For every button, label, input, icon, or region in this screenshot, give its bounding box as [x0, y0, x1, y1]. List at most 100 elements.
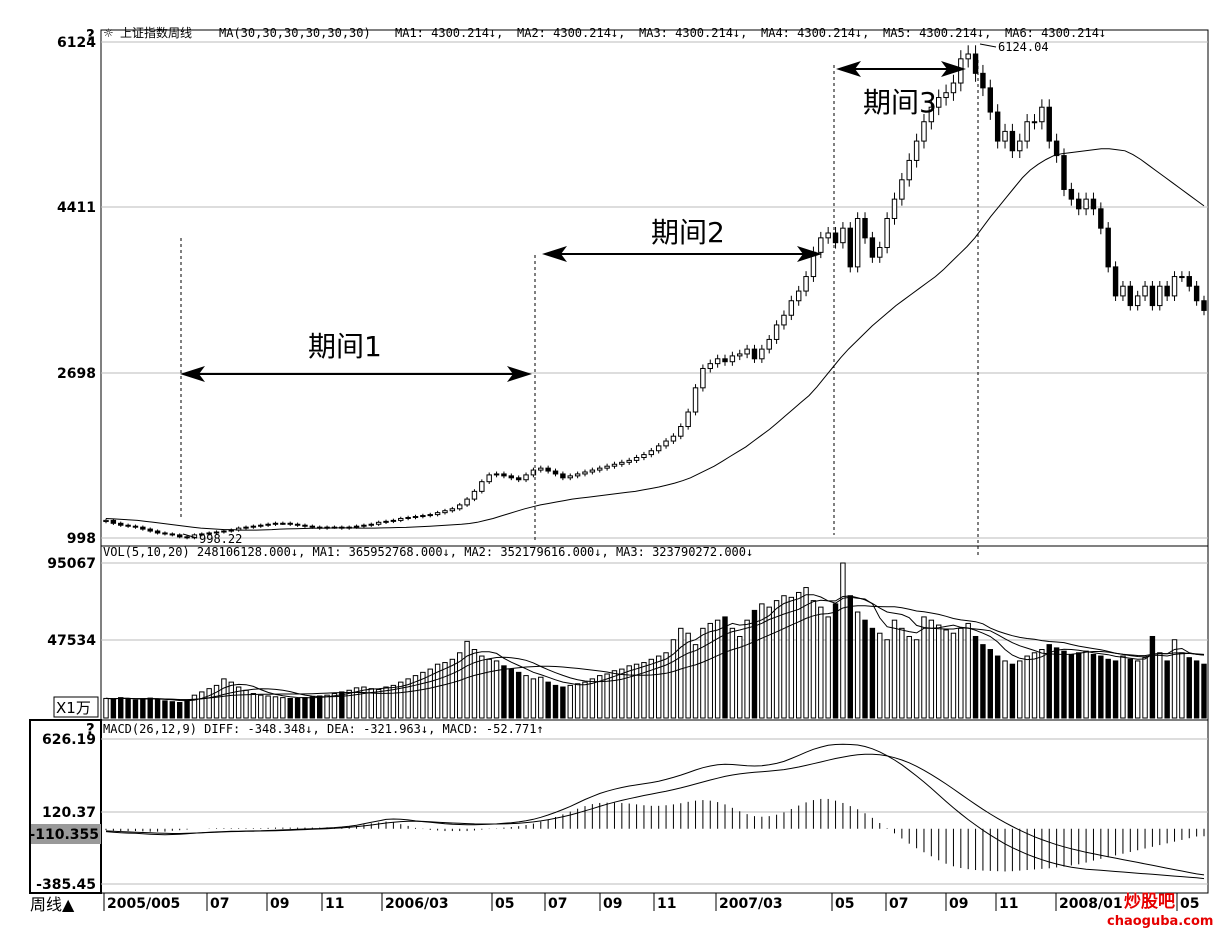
- volume-bar: [515, 671, 522, 719]
- candle-body: [184, 536, 190, 539]
- volume-bar: [191, 694, 198, 719]
- ma-header: MA(30,30,30,30,30,30): [219, 26, 371, 40]
- volume-bar: [1149, 635, 1156, 719]
- volume-bar: [405, 678, 411, 719]
- volume-bar: [1046, 644, 1052, 719]
- volume-bar: [545, 681, 551, 719]
- volume-bar: [1112, 660, 1119, 719]
- volume-bar: [530, 678, 537, 719]
- candle-body: [773, 324, 780, 340]
- x-tick-label: 09: [949, 896, 968, 912]
- candle-body: [427, 514, 433, 517]
- candle-body: [1164, 285, 1170, 297]
- volume-bar: [324, 694, 330, 719]
- macd-tick-label: 626.19: [42, 732, 96, 748]
- candle-body: [737, 353, 743, 357]
- candle-body: [530, 469, 537, 476]
- volume-bar: [1009, 663, 1016, 719]
- candle-body: [265, 523, 271, 526]
- volume-bar: [1193, 660, 1200, 719]
- volume-bar: [913, 639, 920, 719]
- volume-bar: [840, 562, 846, 719]
- candle-body: [294, 523, 301, 526]
- y-tick-label: 2698: [57, 366, 96, 382]
- help-icon[interactable]: ?: [86, 26, 95, 44]
- candle-body: [729, 355, 736, 363]
- volume-bar: [390, 684, 397, 719]
- x-tick-label: 05: [835, 896, 854, 912]
- volume-bar: [1157, 652, 1163, 719]
- ma-value-4: MA4: 4300.214↓,: [761, 26, 869, 40]
- x-tick-label: 05: [1180, 896, 1199, 912]
- volume-bar: [213, 684, 220, 719]
- candle-body: [655, 445, 662, 452]
- candle-body: [840, 227, 846, 244]
- candle-body: [479, 481, 485, 492]
- volume-bar: [567, 684, 573, 719]
- x-tick-label: 11: [657, 896, 676, 912]
- candle-body: [567, 475, 573, 479]
- candle-body: [869, 237, 876, 258]
- volume-bar: [832, 603, 839, 719]
- volume-bar: [670, 639, 677, 719]
- x-tick-label: 05: [495, 896, 514, 912]
- volume-bar: [471, 649, 478, 719]
- period-selector[interactable]: 周线▲: [30, 895, 75, 914]
- volume-bar: [560, 686, 566, 719]
- volume-bar: [943, 629, 949, 719]
- ma-values: MA1: 4300.214↓, MA2: 4300.214↓, MA3: 4300.…: [395, 26, 1106, 40]
- volume-bar: [457, 652, 463, 719]
- candle-body: [1193, 285, 1200, 302]
- volume-bar: [722, 616, 728, 719]
- candle-body: [375, 521, 382, 525]
- volume-bar: [980, 644, 986, 719]
- candle-body: [302, 524, 308, 527]
- volume-bar: [375, 688, 382, 719]
- candle-body: [287, 522, 293, 525]
- candle-body: [648, 450, 655, 456]
- volume-bar: [162, 700, 168, 719]
- candle-body: [641, 454, 647, 458]
- x-tick-label: 09: [603, 896, 622, 912]
- volume-bar: [737, 635, 743, 719]
- macd-axis-box: [29, 719, 102, 894]
- candle-body: [854, 217, 861, 268]
- volume-bar: [825, 616, 831, 719]
- macd-help-icon[interactable]: ?: [86, 720, 95, 738]
- indicator-lines: [105, 148, 1205, 880]
- candle-body: [862, 217, 868, 239]
- candle-body: [582, 471, 588, 475]
- x-tick-label: 09: [270, 896, 289, 912]
- volume-bar: [810, 600, 817, 719]
- candle-body: [722, 358, 728, 363]
- macd-tick-label: -110.355: [29, 827, 99, 843]
- candle-body: [980, 72, 986, 89]
- x-tick-label: 2006/03: [385, 896, 449, 912]
- candle-body: [464, 498, 470, 506]
- candle-body: [176, 534, 183, 538]
- dea-line: [105, 753, 1205, 876]
- volume-bar: [597, 675, 603, 719]
- volume-ma10-line: [105, 595, 1205, 701]
- chart-title: 上证指数周线: [120, 25, 192, 40]
- volume-bar: [869, 627, 876, 719]
- volume-bar: [294, 697, 301, 719]
- candle-body: [486, 474, 492, 483]
- candle-body: [221, 530, 227, 533]
- volume-bar: [1068, 653, 1075, 719]
- period3-label: 期间3: [863, 86, 937, 119]
- volume-bar: [442, 662, 448, 719]
- volume-bar: [965, 622, 971, 719]
- period2-label: 期间2: [651, 216, 725, 249]
- candle-body: [619, 461, 625, 465]
- volume-bar: [994, 655, 1001, 719]
- candle-body: [994, 111, 1001, 142]
- volume-bar: [118, 697, 124, 719]
- volume-bar: [184, 699, 190, 719]
- candle-body: [560, 473, 566, 479]
- watermark-brand: 炒股吧: [1124, 892, 1175, 912]
- candle-body: [471, 490, 478, 500]
- candle-body: [818, 237, 824, 253]
- volume-bar: [707, 622, 713, 719]
- x-tick-label: 2008/01: [1059, 896, 1123, 912]
